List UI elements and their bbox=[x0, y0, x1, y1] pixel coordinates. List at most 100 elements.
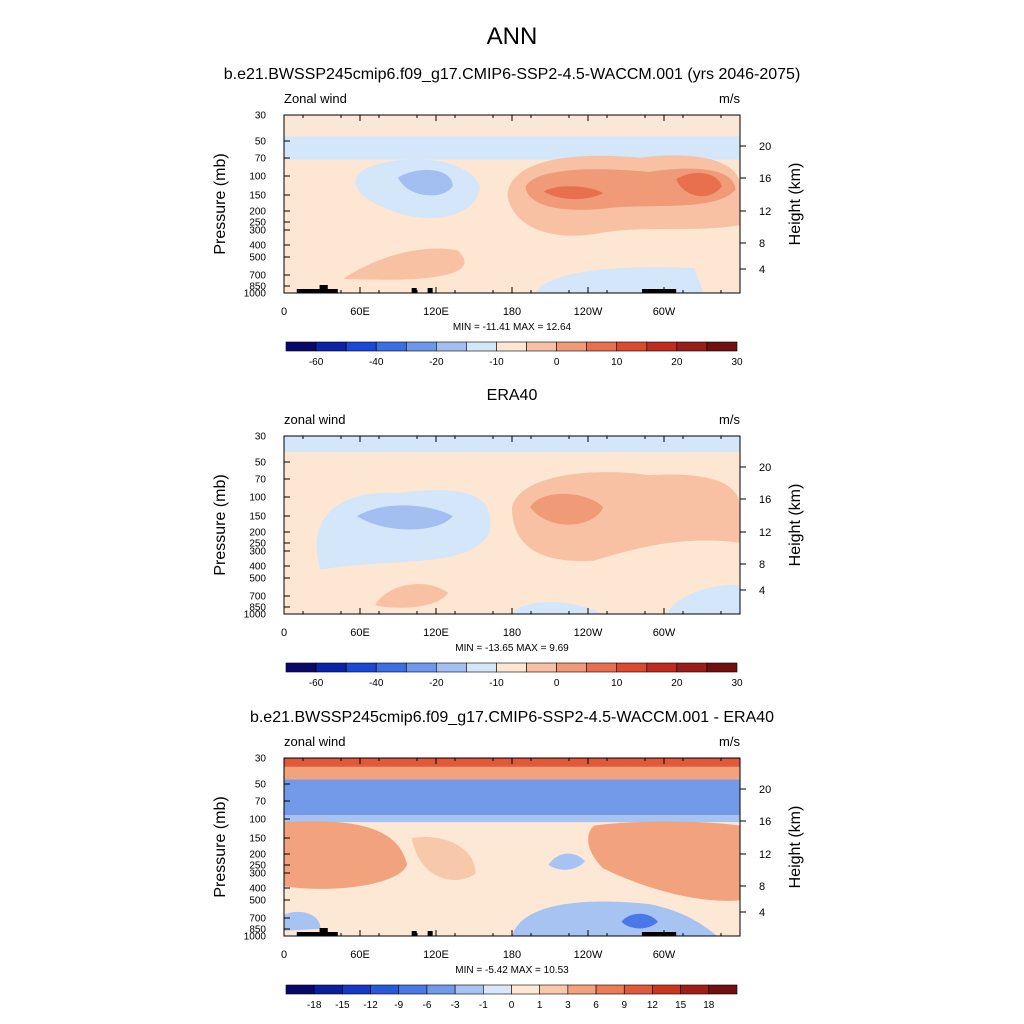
y-tick-label: 850 bbox=[249, 282, 266, 293]
colorbar-label: 0 bbox=[554, 678, 560, 689]
colorbar-label: 10 bbox=[611, 678, 623, 689]
colorbar-label: -15 bbox=[335, 1000, 350, 1011]
x-tick-label: 180 bbox=[503, 306, 521, 318]
colorbar-swatch bbox=[315, 662, 347, 673]
colorbar-label: 18 bbox=[703, 1000, 715, 1011]
x-tick-label: 120E bbox=[423, 306, 449, 318]
contour-region bbox=[411, 837, 476, 880]
y-tick-label: 700 bbox=[249, 592, 266, 603]
contour-band bbox=[284, 779, 740, 815]
y-tick-label: 100 bbox=[249, 493, 266, 504]
y-tick-label: 200 bbox=[249, 207, 266, 218]
y-tick-label: 70 bbox=[255, 797, 267, 808]
colorbar-swatch bbox=[616, 341, 648, 352]
colorbar-swatch bbox=[375, 662, 407, 673]
contour-band bbox=[284, 436, 740, 453]
terrain-block bbox=[319, 928, 328, 936]
colorbar-label: -10 bbox=[489, 357, 504, 368]
y-axis-label: Pressure (mb) bbox=[212, 153, 229, 254]
colorbar-label: 0 bbox=[509, 1000, 515, 1011]
y-tick-label: 300 bbox=[249, 547, 266, 558]
panels-group: Zonal wind m/s305070100150200250300400500… bbox=[212, 91, 804, 1011]
y-tick-label: 70 bbox=[255, 475, 267, 486]
x-tick-label: 60E bbox=[350, 627, 370, 639]
colorbar-swatch bbox=[556, 662, 587, 673]
contour-fill bbox=[284, 115, 740, 293]
y-tick-label: 500 bbox=[249, 253, 266, 264]
contour-region bbox=[316, 490, 491, 570]
y-tick-label: 250 bbox=[249, 861, 266, 872]
terrain-block bbox=[319, 285, 328, 293]
contour-region bbox=[375, 583, 449, 608]
field-label: zonal wind bbox=[284, 412, 345, 427]
contour-region bbox=[621, 913, 658, 929]
y-tick-label: 150 bbox=[249, 512, 266, 523]
contour-region bbox=[398, 169, 453, 196]
topography-mask bbox=[296, 928, 677, 936]
colorbar-swatch bbox=[526, 341, 557, 352]
units-label: m/s bbox=[719, 412, 740, 427]
y-tick-label: 30 bbox=[255, 432, 267, 443]
colorbar-swatch bbox=[706, 341, 738, 352]
colorbar-swatch bbox=[466, 341, 497, 352]
x-tick-label: 60W bbox=[653, 306, 676, 318]
y-tick-label: 1000 bbox=[244, 610, 267, 621]
colorbar-swatch bbox=[454, 984, 484, 995]
y-tick-label: 50 bbox=[255, 458, 267, 469]
colorbar-swatch bbox=[526, 662, 557, 673]
contour-region bbox=[284, 911, 321, 931]
height-tick-label: 8 bbox=[759, 238, 765, 250]
colorbar-swatch bbox=[496, 341, 527, 352]
panel-title: b.e21.BWSSP245cmip6.f09_g17.CMIP6-SSP2-4… bbox=[250, 709, 774, 726]
contour-region bbox=[530, 493, 604, 525]
colorbar-label: 6 bbox=[593, 1000, 599, 1011]
x-tick-label: 120E bbox=[423, 949, 449, 961]
x-tick-label: 0 bbox=[281, 627, 287, 639]
colorbar-swatch bbox=[616, 662, 648, 673]
colorbar-label: 30 bbox=[731, 357, 743, 368]
panel-title: ERA40 bbox=[487, 387, 538, 404]
colorbar-swatch bbox=[646, 341, 678, 352]
x-tick-label: 180 bbox=[503, 949, 521, 961]
terrain-block bbox=[296, 289, 338, 293]
colorbar-swatch bbox=[285, 662, 317, 673]
colorbar-label: 3 bbox=[565, 1000, 571, 1011]
colorbar-label: 20 bbox=[671, 678, 683, 689]
y-tick-label: 400 bbox=[249, 562, 266, 573]
terrain-block bbox=[641, 289, 677, 293]
units-label: m/s bbox=[719, 734, 740, 749]
y-axis-label-right: Height (km) bbox=[787, 163, 804, 246]
contour-region bbox=[512, 901, 718, 936]
y-axis-label-right: Height (km) bbox=[787, 806, 804, 889]
field-label: Zonal wind bbox=[284, 91, 347, 106]
colorbar-label: -40 bbox=[369, 357, 384, 368]
contour-region bbox=[534, 267, 704, 293]
field-label: zonal wind bbox=[284, 734, 345, 749]
y-tick-label: 500 bbox=[249, 574, 266, 585]
colorbar-swatch bbox=[708, 984, 738, 995]
contour-band bbox=[284, 815, 740, 823]
colorbar-label: 0 bbox=[554, 357, 560, 368]
min-max-stats: MIN = -5.42 MAX = 10.53 bbox=[455, 965, 569, 976]
y-tick-label: 150 bbox=[249, 191, 266, 202]
topography-mask bbox=[296, 285, 677, 293]
y-tick-label: 50 bbox=[255, 137, 267, 148]
x-tick-label: 120E bbox=[423, 627, 449, 639]
colorbar-swatch bbox=[595, 984, 625, 995]
colorbar-swatch bbox=[398, 984, 428, 995]
colorbar-swatch bbox=[556, 341, 587, 352]
height-tick-label: 20 bbox=[759, 784, 771, 796]
contour-region bbox=[343, 248, 465, 280]
y-tick-label: 400 bbox=[249, 884, 266, 895]
contour-region bbox=[284, 821, 408, 889]
contour-fill bbox=[284, 758, 740, 936]
colorbar-label: -60 bbox=[309, 678, 324, 689]
height-tick-label: 20 bbox=[759, 462, 771, 474]
colorbar-label: 15 bbox=[675, 1000, 687, 1011]
terrain-block bbox=[427, 931, 433, 936]
colorbar-swatch bbox=[466, 662, 497, 673]
y-tick-label: 850 bbox=[249, 603, 266, 614]
height-tick-label: 12 bbox=[759, 206, 771, 218]
contour-band bbox=[284, 136, 740, 160]
colorbar-label: 1 bbox=[537, 1000, 543, 1011]
